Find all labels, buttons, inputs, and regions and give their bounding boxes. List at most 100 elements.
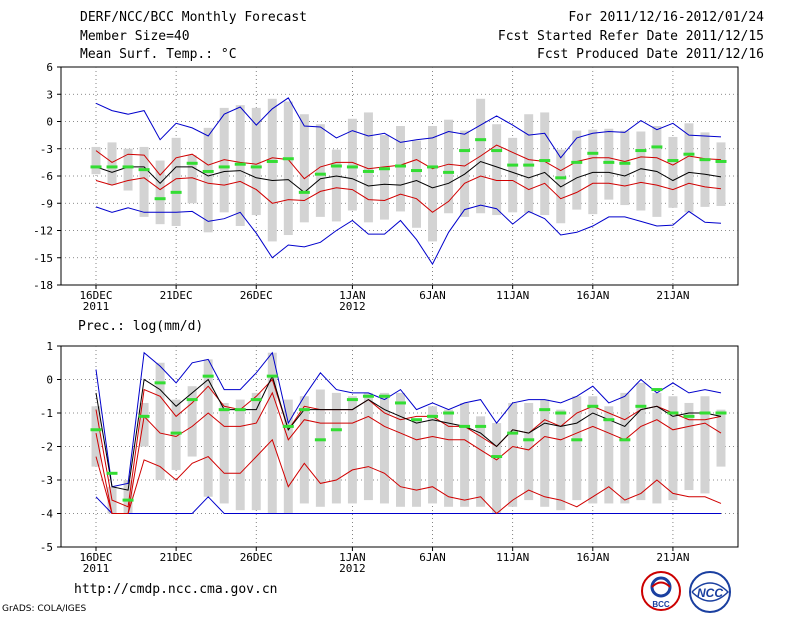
ensemble-box — [716, 142, 726, 206]
x-tick-label: 21JAN — [656, 289, 689, 302]
lower-quartile-line — [95, 391, 722, 514]
x-tick-label: 6JAN — [419, 289, 446, 302]
ensemble-box — [620, 130, 630, 206]
ensemble-box — [636, 131, 646, 211]
ensemble-box — [460, 402, 470, 507]
x-tick-label: 16JAN — [576, 289, 609, 302]
member-size-label: Member Size=40 — [80, 29, 190, 44]
ensemble-box — [203, 359, 213, 497]
ensemble-box — [347, 396, 357, 504]
ensemble-box — [684, 402, 694, 491]
x-tick-label: 1JAN — [339, 551, 366, 564]
x-tick-sublabel: 2011 — [83, 562, 110, 575]
x-tick-label: 21JAN — [656, 551, 689, 564]
ensemble-mean-line — [95, 374, 722, 491]
ensemble-box — [572, 396, 582, 501]
ensemble-box — [187, 386, 197, 457]
ensemble-box — [428, 406, 438, 504]
ensemble-box — [203, 127, 213, 233]
y-tick-label: -15 — [33, 252, 53, 265]
ensemble-box — [428, 126, 438, 242]
ensemble-box — [315, 124, 325, 217]
x-tick-label: 6JAN — [419, 551, 446, 564]
y-tick-label: 6 — [46, 61, 53, 74]
ensemble-box — [540, 112, 550, 216]
variable-label: Mean Surf. Temp.: °C — [80, 47, 237, 62]
source-url[interactable]: http://cmdp.ncc.cma.gov.cn — [74, 582, 278, 597]
x-tick-label: 16DEC — [79, 289, 112, 302]
ensemble-box — [267, 352, 277, 514]
bcc-logo-text: BCC — [652, 600, 670, 609]
panel-title: Prec.: log(mm/d) — [78, 319, 203, 334]
y-tick-label: -4 — [40, 508, 54, 521]
y-tick-label: -9 — [40, 197, 53, 210]
ensemble-box — [668, 396, 678, 501]
ensemble-box — [412, 140, 421, 228]
ensemble-box — [171, 137, 181, 226]
ensemble-box — [171, 399, 181, 470]
ensemble-box — [540, 399, 550, 507]
ensemble-box — [524, 402, 534, 501]
forecast-period: For 2011/12/16-2012/01/24 — [568, 10, 764, 25]
ensemble-box — [412, 419, 421, 507]
ensemble-box — [347, 118, 357, 211]
ensemble-box — [508, 402, 518, 507]
x-tick-label: 21DEC — [160, 289, 193, 302]
ensemble-box — [700, 132, 710, 207]
ensemble-box — [556, 409, 566, 511]
ensemble-box — [251, 392, 261, 511]
max-line — [95, 351, 722, 488]
y-tick-label: -2 — [40, 441, 53, 454]
ensemble-box — [492, 124, 502, 216]
ensemble-box — [219, 402, 229, 504]
x-tick-label: 16DEC — [79, 551, 112, 564]
ncc-logo-text: NCC — [697, 586, 723, 600]
x-tick-label: 21DEC — [160, 551, 193, 564]
y-tick-label: -3 — [40, 143, 53, 156]
ensemble-box — [379, 135, 389, 220]
x-tick-sublabel: 2012 — [339, 300, 366, 313]
ensemble-box — [299, 396, 309, 504]
ensemble-box — [668, 136, 678, 208]
ensemble-box — [379, 392, 389, 504]
ensemble-box — [620, 392, 630, 504]
y-tick-label: 1 — [46, 340, 53, 353]
lower-tail-line — [95, 438, 722, 515]
ensemble-box — [91, 146, 101, 175]
x-tick-label: 11JAN — [496, 289, 529, 302]
y-tick-label: -12 — [33, 225, 53, 238]
ensemble-box — [283, 399, 293, 514]
x-tick-sublabel: 2011 — [83, 300, 110, 313]
upper-quartile-line — [95, 378, 722, 508]
ensemble-box — [363, 112, 373, 223]
ensemble-box — [331, 149, 341, 222]
ensemble-box — [107, 142, 117, 186]
min-line — [95, 496, 721, 514]
ensemble-box — [508, 137, 518, 213]
y-tick-label: -6 — [40, 170, 53, 183]
ensemble-box — [283, 101, 293, 236]
ensemble-box — [155, 362, 165, 480]
ensemble-box — [315, 389, 325, 507]
ensemble-box — [363, 392, 373, 501]
ensemble-box — [139, 146, 149, 217]
ensemble-box — [187, 155, 197, 204]
ensemble-box — [123, 480, 133, 514]
bcc-logo: BCC — [641, 571, 681, 611]
x-tick-label: 26DEC — [240, 551, 273, 564]
ensemble-box — [700, 396, 710, 494]
x-tick-label: 26DEC — [240, 289, 273, 302]
ensemble-box — [588, 396, 598, 504]
ensemble-box — [604, 406, 614, 504]
y-tick-label: -3 — [40, 474, 53, 487]
x-tick-label: 11JAN — [496, 551, 529, 564]
ensemble-box — [476, 416, 486, 507]
ensemble-box — [684, 123, 694, 213]
chart-title: DERF/NCC/BCC Monthly Forecast — [80, 10, 307, 25]
y-tick-label: 3 — [46, 88, 53, 101]
ensemble-box — [235, 399, 245, 511]
ensemble-box — [123, 148, 133, 191]
